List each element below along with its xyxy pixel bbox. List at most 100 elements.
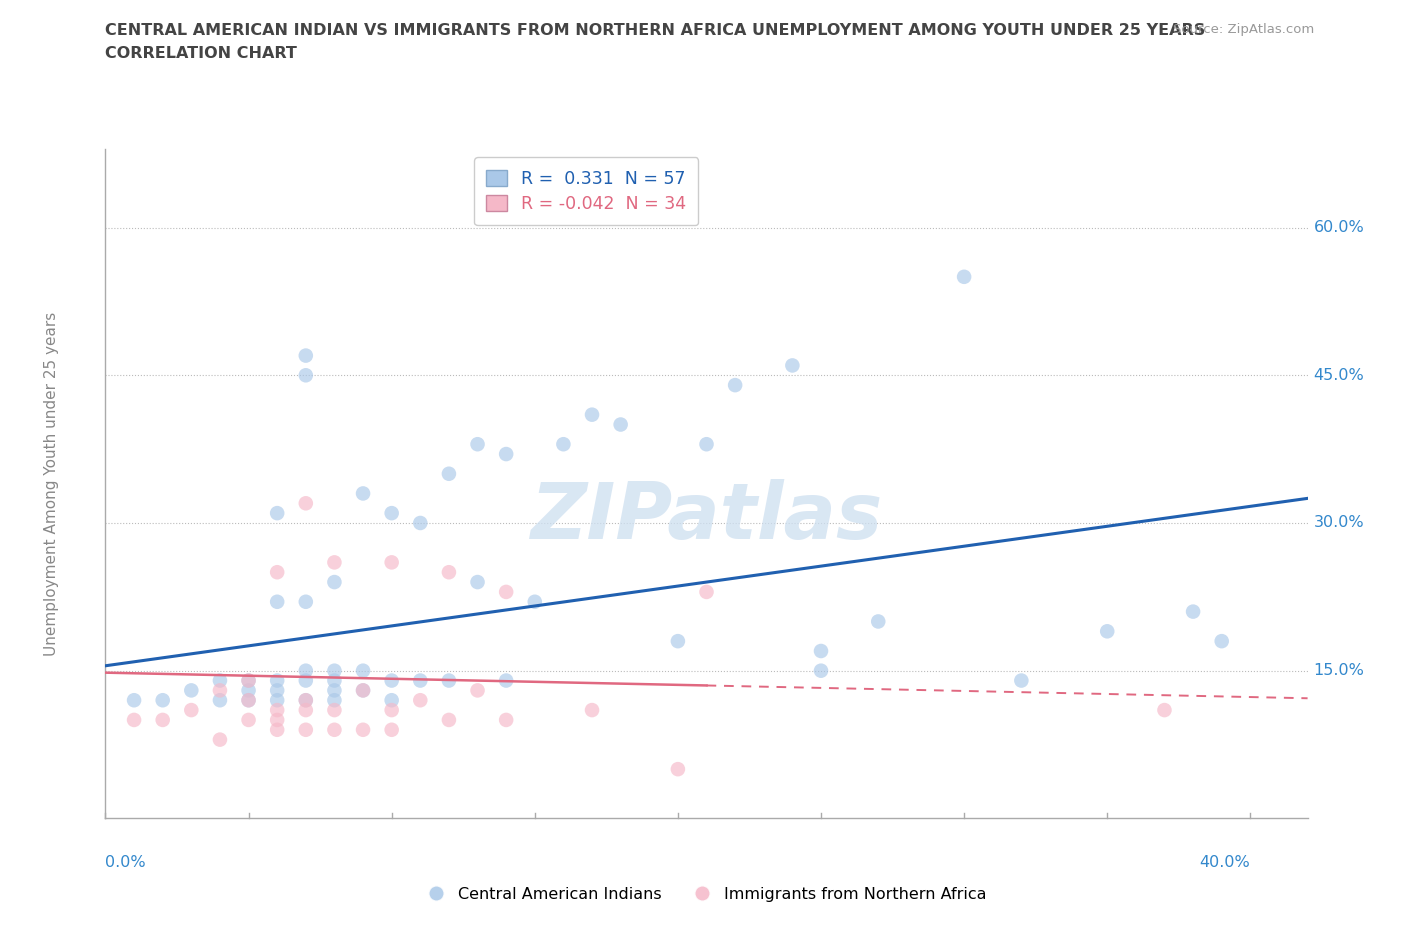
Point <box>180 703 202 718</box>
Point <box>495 446 517 461</box>
Point <box>724 378 747 392</box>
Point <box>1211 633 1233 648</box>
Text: 45.0%: 45.0% <box>1313 367 1364 383</box>
Point <box>266 506 288 521</box>
Point <box>381 723 404 737</box>
Point <box>352 683 374 698</box>
Point <box>381 693 404 708</box>
Point <box>467 683 489 698</box>
Point <box>437 673 460 688</box>
Point <box>323 703 346 718</box>
Text: 15.0%: 15.0% <box>1313 663 1364 678</box>
Point <box>381 673 404 688</box>
Point <box>1182 604 1205 619</box>
Point <box>238 712 260 727</box>
Point <box>495 712 517 727</box>
Point <box>1095 624 1118 639</box>
Point <box>381 506 404 521</box>
Point <box>323 555 346 570</box>
Point <box>323 673 346 688</box>
Point <box>152 712 174 727</box>
Point <box>495 673 517 688</box>
Point <box>295 594 318 609</box>
Point <box>208 683 231 698</box>
Point <box>323 663 346 678</box>
Point <box>295 663 318 678</box>
Text: Source: ZipAtlas.com: Source: ZipAtlas.com <box>1174 23 1315 36</box>
Point <box>238 693 260 708</box>
Point <box>1010 673 1032 688</box>
Point <box>1153 703 1175 718</box>
Point <box>295 693 318 708</box>
Point <box>266 594 288 609</box>
Point <box>381 703 404 718</box>
Point <box>295 348 318 363</box>
Point <box>581 407 603 422</box>
Point <box>381 555 404 570</box>
Point <box>266 693 288 708</box>
Point <box>467 575 489 590</box>
Point <box>180 683 202 698</box>
Point <box>208 732 231 747</box>
Point <box>208 673 231 688</box>
Text: CORRELATION CHART: CORRELATION CHART <box>105 46 297 61</box>
Point <box>323 693 346 708</box>
Legend: R =  0.331  N = 57, R = -0.042  N = 34: R = 0.331 N = 57, R = -0.042 N = 34 <box>474 157 699 225</box>
Text: CENTRAL AMERICAN INDIAN VS IMMIGRANTS FROM NORTHERN AFRICA UNEMPLOYMENT AMONG YO: CENTRAL AMERICAN INDIAN VS IMMIGRANTS FR… <box>105 23 1206 38</box>
Point <box>696 584 718 599</box>
Point <box>266 673 288 688</box>
Point <box>152 693 174 708</box>
Point <box>810 644 832 658</box>
Point <box>208 693 231 708</box>
Text: ZIPatlas: ZIPatlas <box>530 479 883 555</box>
Point <box>868 614 890 629</box>
Point <box>295 703 318 718</box>
Point <box>266 712 288 727</box>
Legend: Central American Indians, Immigrants from Northern Africa: Central American Indians, Immigrants fro… <box>413 881 993 908</box>
Point <box>295 723 318 737</box>
Point <box>266 683 288 698</box>
Point <box>437 712 460 727</box>
Text: 30.0%: 30.0% <box>1313 515 1364 530</box>
Point <box>352 723 374 737</box>
Point <box>352 486 374 501</box>
Point <box>467 437 489 452</box>
Point <box>238 673 260 688</box>
Point <box>122 712 145 727</box>
Point <box>782 358 804 373</box>
Text: 60.0%: 60.0% <box>1313 220 1364 235</box>
Point <box>810 663 832 678</box>
Point <box>323 575 346 590</box>
Text: Unemployment Among Youth under 25 years: Unemployment Among Youth under 25 years <box>44 312 59 656</box>
Point <box>666 762 689 777</box>
Point <box>352 663 374 678</box>
Point <box>409 673 432 688</box>
Point <box>409 515 432 530</box>
Text: 0.0%: 0.0% <box>105 856 146 870</box>
Point <box>323 723 346 737</box>
Point <box>266 723 288 737</box>
Point <box>295 673 318 688</box>
Point <box>352 683 374 698</box>
Point <box>409 693 432 708</box>
Point <box>295 368 318 383</box>
Point <box>581 703 603 718</box>
Point <box>238 673 260 688</box>
Text: 40.0%: 40.0% <box>1199 856 1250 870</box>
Point <box>437 565 460 579</box>
Point <box>266 565 288 579</box>
Point <box>122 693 145 708</box>
Point <box>238 683 260 698</box>
Point <box>295 496 318 511</box>
Point <box>666 633 689 648</box>
Point <box>238 693 260 708</box>
Point <box>323 683 346 698</box>
Point <box>553 437 575 452</box>
Point <box>696 437 718 452</box>
Point <box>437 466 460 481</box>
Point <box>295 693 318 708</box>
Point <box>266 703 288 718</box>
Point <box>953 270 976 285</box>
Point <box>495 584 517 599</box>
Point <box>609 417 631 432</box>
